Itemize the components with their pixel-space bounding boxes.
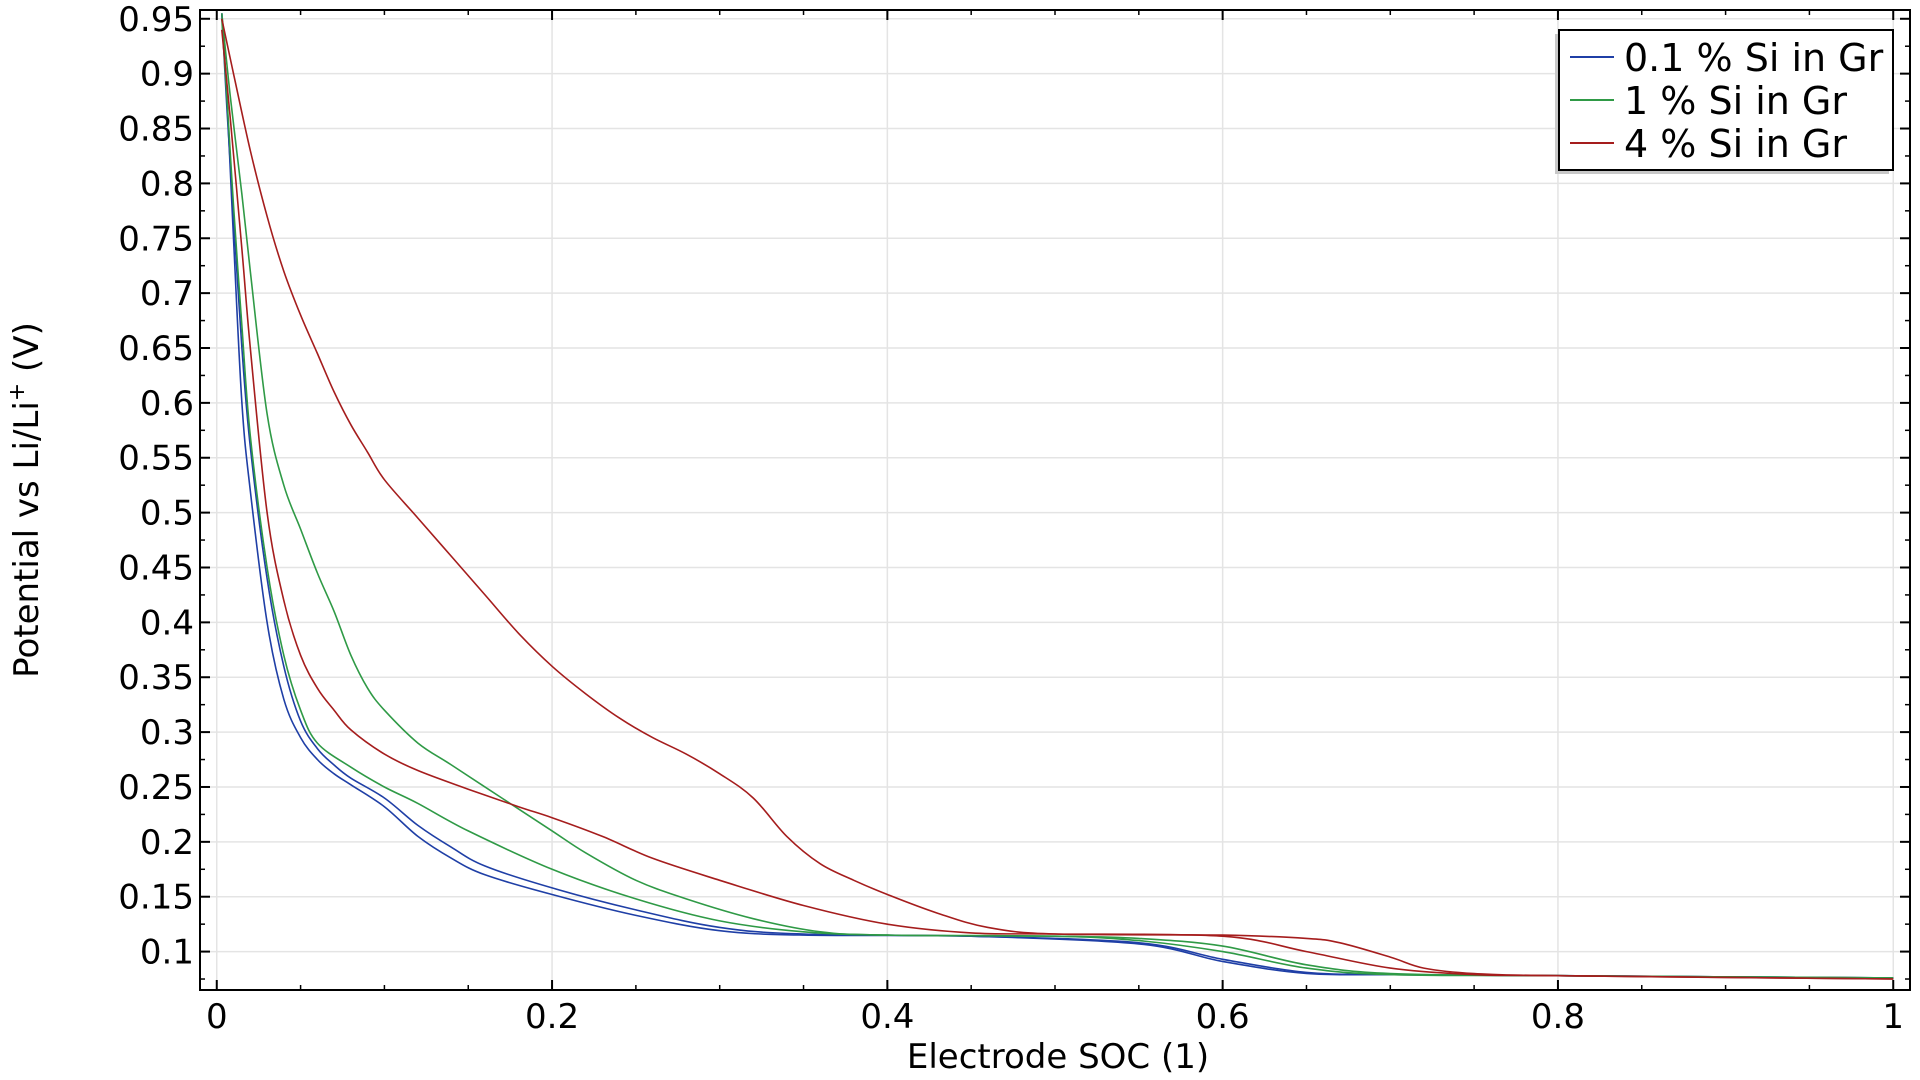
- legend-box: [1558, 29, 1894, 171]
- y-tick-label: 0.85: [118, 110, 194, 150]
- y-tick-label: 0.7: [140, 274, 194, 314]
- x-tick-label: 0.4: [860, 997, 914, 1037]
- y-axis-title-superscript: +: [5, 383, 30, 401]
- y-tick-label: 0.6: [140, 384, 194, 424]
- legend-items: 0.1 % Si in Gr1 % Si in Gr4 % Si in Gr: [1570, 36, 1884, 166]
- y-tick-label: 0.4: [140, 603, 194, 643]
- x-axis-title: Electrode SOC (1): [907, 1037, 1209, 1077]
- y-tick-label: 0.25: [118, 768, 194, 808]
- y-axis-title-unit: (V): [7, 322, 47, 383]
- y-tick-label: 0.2: [140, 823, 194, 863]
- x-tick-label: 0: [206, 997, 228, 1037]
- y-tick-label: 0.1: [140, 933, 194, 973]
- legend-label: 0.1 % Si in Gr: [1624, 36, 1884, 80]
- y-tick-label: 0.9: [140, 55, 194, 95]
- legend: 0.1 % Si in Gr1 % Si in Gr4 % Si in Gr: [1555, 29, 1894, 174]
- series-line-2-curve-2: [221, 13, 1894, 979]
- x-tick-label: 0.8: [1531, 997, 1585, 1037]
- y-tick-label: 0.35: [118, 658, 194, 698]
- y-tick-label: 0.45: [118, 548, 194, 588]
- legend-label: 1 % Si in Gr: [1624, 79, 1847, 123]
- x-axis: 0 0.2 0.4 0.6 0.8 1: [206, 10, 1904, 1037]
- y-tick-label: 0.3: [140, 713, 194, 753]
- y-tick-label: 0.65: [118, 329, 194, 369]
- x-tick-label: 0.6: [1196, 997, 1250, 1037]
- y-tick-label: 0.5: [140, 494, 194, 534]
- y-tick-label: 0.75: [118, 219, 194, 259]
- series-line-1-curve-1: [221, 13, 1894, 979]
- x-tick-label: 1: [1882, 997, 1904, 1037]
- y-tick-label: 0.15: [118, 878, 194, 918]
- y-axis-title-main: Potential vs Li/Li: [7, 401, 47, 678]
- grid-lines: [200, 10, 1910, 990]
- y-tick-label: 0.8: [140, 164, 194, 204]
- series-line-2-curve-1: [221, 18, 1894, 979]
- series-layer: [221, 13, 1894, 980]
- x-tick-label: 0.2: [525, 997, 579, 1037]
- legend-label: 4 % Si in Gr: [1624, 122, 1847, 166]
- series-line-1-curve-2: [221, 13, 1894, 979]
- y-tick-label: 0.95: [118, 0, 194, 40]
- series-line-3-curve-1: [221, 29, 1894, 980]
- y-axis: 0.1 0.15 0.2 0.25 0.3 0.35 0.4 0.45 0.5 0.55 0.6 0.…: [118, 0, 1910, 980]
- series-line-3-curve-2: [221, 18, 1894, 980]
- y-tick-label: 0.55: [118, 439, 194, 479]
- y-axis-title: Potential vs Li/Li+ (V): [5, 322, 47, 678]
